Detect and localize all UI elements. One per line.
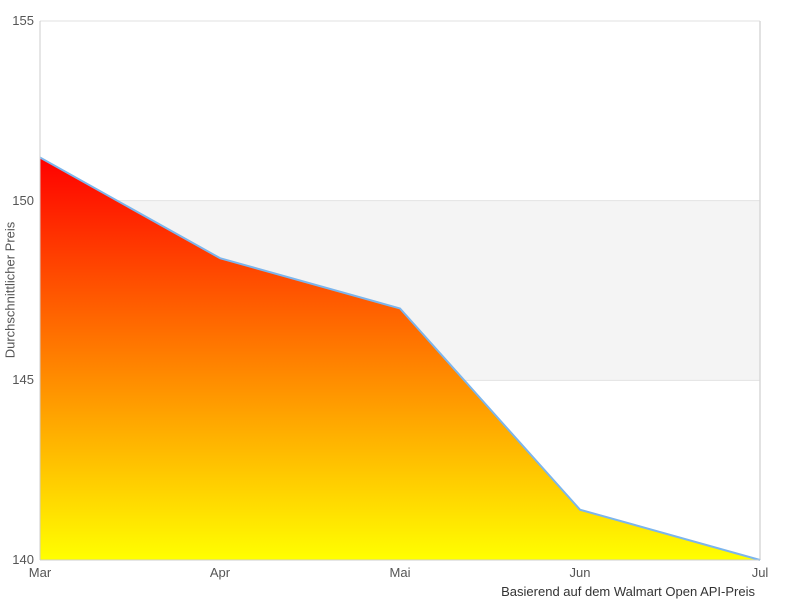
- x-axis-tick-jul: Jul: [751, 565, 769, 580]
- y-axis-title: Durchschnittlicher Preis: [2, 221, 18, 359]
- x-axis-tick-apr: Apr: [209, 565, 231, 580]
- x-axis-tick-mar: Mar: [28, 565, 52, 580]
- y-axis-tick-155: 155: [12, 13, 34, 28]
- price-line-series: [39, 156, 761, 561]
- y-axis-tick-145: 145: [12, 372, 34, 388]
- x-axis-tick-jun: Jun: [569, 565, 591, 580]
- y-axis-tick-140: 140: [12, 552, 34, 567]
- x-axis-tick-mai: Mai: [389, 565, 411, 580]
- y-axis-tick-150: 150: [12, 192, 34, 208]
- chart-caption: Basierend auf dem Walmart Open API-Preis: [501, 584, 755, 599]
